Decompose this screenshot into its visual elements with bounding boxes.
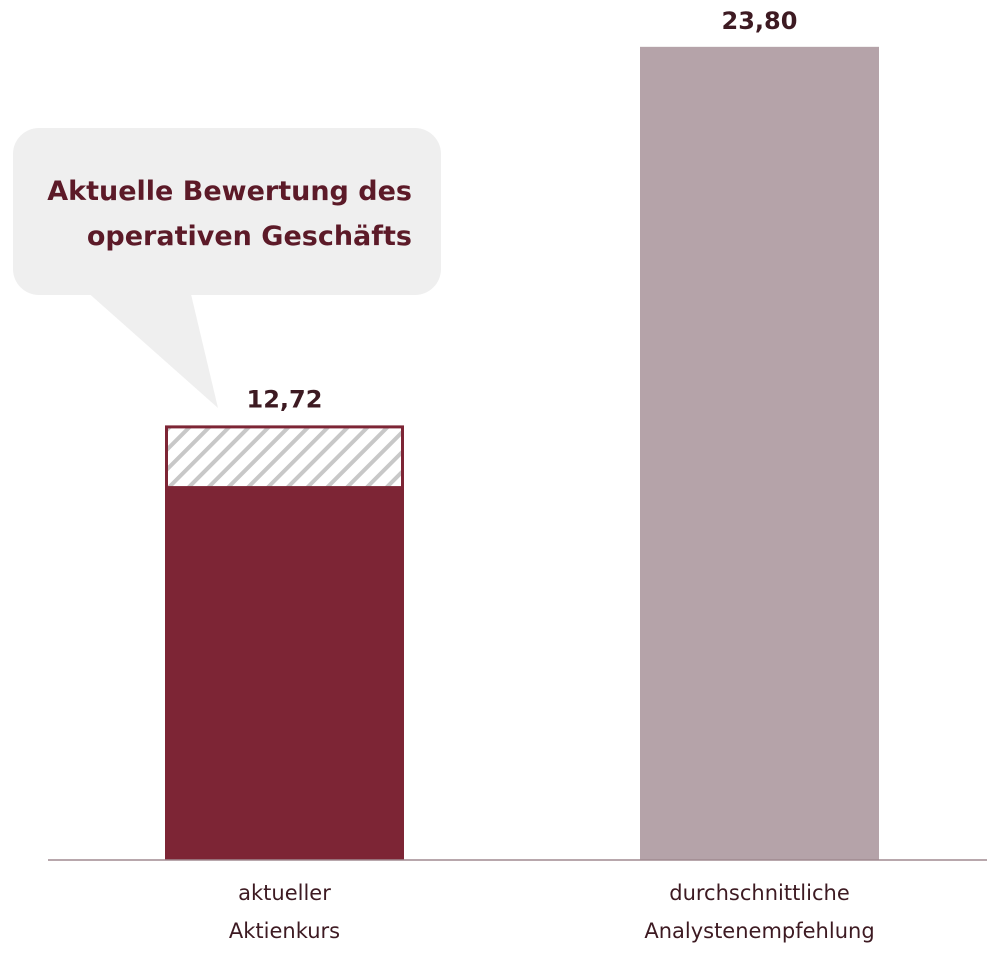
category-label-2-line-1: durchschnittliche bbox=[669, 881, 850, 905]
bar-aktienkurs-hatched bbox=[165, 425, 404, 490]
value-label-2: 23,80 bbox=[722, 7, 798, 35]
annotation-line-1: Aktuelle Bewertung des bbox=[47, 176, 412, 207]
value-label-1: 12,72 bbox=[247, 385, 323, 413]
bubble-box bbox=[13, 128, 441, 295]
annotation-line-2: operativen Geschäfts bbox=[87, 221, 412, 252]
bar-aktienkurs-solid bbox=[165, 487, 404, 860]
labels-group: 12,72 23,80 aktueller Aktienkurs durchschnit… bbox=[229, 7, 875, 943]
annotation-bubble: Aktuelle Bewertung des operativen Geschä… bbox=[13, 128, 441, 408]
bubble-pointer bbox=[85, 290, 218, 408]
bars-group bbox=[165, 46, 879, 861]
category-label-1-line-1: aktueller bbox=[238, 881, 331, 905]
category-label-1-line-2: Aktienkurs bbox=[229, 919, 340, 943]
bar-analystenempfehlung bbox=[640, 46, 879, 861]
category-label-2-line-2: Analystenempfehlung bbox=[644, 919, 874, 943]
